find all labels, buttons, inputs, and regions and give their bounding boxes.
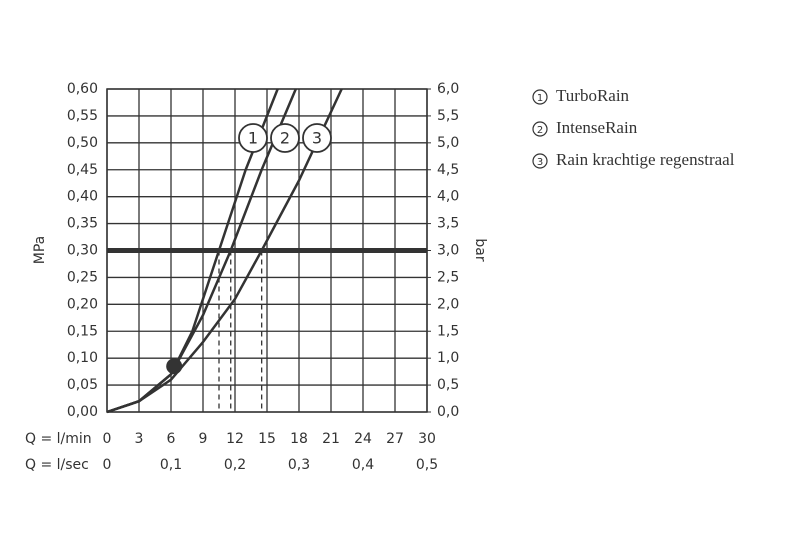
y-tick-label: 0,40 xyxy=(67,189,98,205)
x2-tick-label: 0,1 xyxy=(160,457,182,473)
x-tick-label: 18 xyxy=(290,431,308,447)
y2-tick-label: 0,0 xyxy=(437,404,459,420)
x-tick-label: 6 xyxy=(167,431,176,447)
y-tick-label: 0,05 xyxy=(67,377,98,393)
legend-circle xyxy=(532,153,548,169)
legend-circle xyxy=(532,89,548,105)
x-tick-label: 24 xyxy=(354,431,372,447)
x-tick-label: 0 xyxy=(103,431,112,447)
legend-number: 3 xyxy=(537,157,543,168)
x2-tick-label: 0 xyxy=(103,457,112,473)
x2-axis-label: Q = l/sec xyxy=(25,457,89,473)
y-tick-label: 0,20 xyxy=(67,296,98,312)
y2-tick-label: 1,5 xyxy=(437,323,459,339)
y2-tick-label: 3,5 xyxy=(437,216,459,232)
y-tick-label: 0,15 xyxy=(67,323,98,339)
x2-tick-label: 0,5 xyxy=(416,457,438,473)
curve-tag: 2 xyxy=(280,129,290,148)
y-tick-label: 0,50 xyxy=(67,135,98,151)
x-tick-label: 27 xyxy=(386,431,404,447)
y2-tick-label: 0,5 xyxy=(437,377,459,393)
curve-tag-circle xyxy=(238,123,268,153)
legend-label: IntenseRain xyxy=(556,118,638,137)
y-tick-label: 0,30 xyxy=(67,243,98,259)
y2-tick-label: 1,0 xyxy=(437,350,459,366)
x2-tick-label: 0,2 xyxy=(224,457,246,473)
legend-number: 1 xyxy=(537,93,543,104)
y2-tick-label: 6,0 xyxy=(437,81,459,97)
legend-label: Rain krachtige regenstraal xyxy=(556,150,735,169)
curve-tag: 1 xyxy=(248,129,258,148)
y-tick-label: 0,60 xyxy=(67,81,98,97)
y2-tick-label: 2,5 xyxy=(437,269,459,285)
y2-tick-label: 5,5 xyxy=(437,108,459,124)
x-tick-label: 9 xyxy=(199,431,208,447)
x-axis-label: Q = l/min xyxy=(25,431,92,447)
y-tick-label: 0,25 xyxy=(67,269,98,285)
x-tick-label: 3 xyxy=(135,431,144,447)
curve-tag-circle xyxy=(302,123,332,153)
y2-tick-label: 4,0 xyxy=(437,189,459,205)
y2-tick-label: 2,0 xyxy=(437,296,459,312)
marker xyxy=(166,358,183,375)
x2-tick-label: 0,4 xyxy=(352,457,374,473)
y2-tick-label: 5,0 xyxy=(437,135,459,151)
y-axis-label: MPa xyxy=(32,236,48,264)
y2-axis-label: bar xyxy=(472,238,488,261)
y2-tick-label: 3,0 xyxy=(437,243,459,259)
y-tick-label: 0,35 xyxy=(67,216,98,232)
x-tick-label: 30 xyxy=(418,431,436,447)
y2-tick-label: 4,5 xyxy=(437,162,459,178)
line-series xyxy=(106,88,343,414)
curve-tag: 3 xyxy=(312,129,322,148)
x2-tick-label: 0,3 xyxy=(288,457,310,473)
legend-label: TurboRain xyxy=(556,86,630,105)
x-tick-label: 15 xyxy=(258,431,276,447)
y-tick-label: 0,10 xyxy=(67,350,98,366)
legend-circle xyxy=(532,121,548,137)
y-tick-label: 0,45 xyxy=(67,162,98,178)
x-tick-label: 21 xyxy=(322,431,340,447)
legend-number: 2 xyxy=(537,125,543,136)
curve-tag-circle xyxy=(270,123,300,153)
x-tick-label: 12 xyxy=(226,431,244,447)
y-tick-label: 0,00 xyxy=(67,404,98,420)
y-tick-label: 0,55 xyxy=(67,108,98,124)
